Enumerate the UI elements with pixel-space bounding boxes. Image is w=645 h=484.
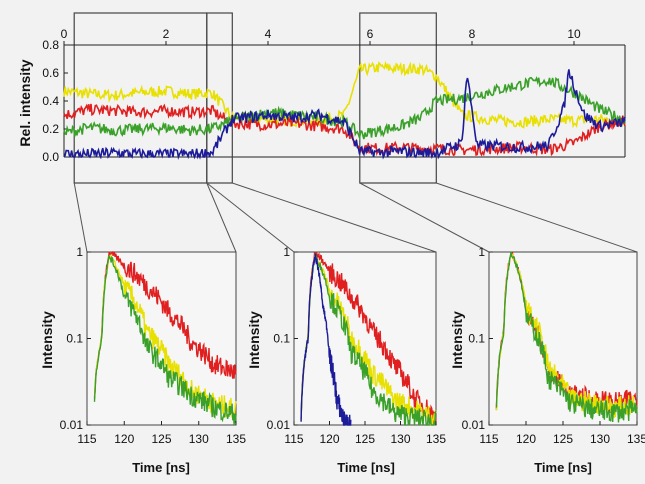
panel2-y-axis-label: Intensity (246, 311, 262, 369)
top-y-tick-label: 0.0 (42, 150, 59, 164)
top-x-tick-label: 6 (367, 27, 374, 41)
panel-y-tick-label: 1 (76, 245, 83, 259)
panel-y-tick-label: 0.01 (462, 418, 486, 432)
panel2-x-axis-label: Time [ns] (337, 460, 395, 475)
panel-x-tick-label: 120 (114, 432, 134, 446)
decay-panel-3: Intensity Time [ns] 115 120 125 130 135 1 0.1 0… (449, 245, 645, 475)
decay-series-3 (93, 255, 237, 426)
panel3-y-axis-label: Intensity (449, 311, 465, 369)
decay-series-3 (495, 251, 638, 423)
zoom-connector-left (206, 182, 295, 253)
panel-x-tick-label: 125 (355, 432, 375, 446)
panel-y-tick-label: 0.1 (273, 332, 290, 346)
panel-x-tick-label: 115 (284, 432, 303, 446)
zoom-connector-left (359, 182, 490, 253)
top-x-tick-label: 0 (61, 27, 68, 41)
decay-series-2 (300, 254, 437, 426)
zoom-connectors (73, 182, 638, 253)
zoom-connector-right (232, 182, 437, 253)
panel-y-tick-label: 1 (283, 245, 290, 259)
decay-panel-1: Intensity Time [ns] 115 120 125 130 135 1 0.1 0… (39, 245, 246, 475)
zoom-connector-right (436, 182, 638, 253)
zoom-connector-right (206, 182, 237, 253)
top-x-tick-label: 2 (163, 27, 170, 41)
top-series-3 (63, 75, 626, 141)
top-y-axis-label: Rel. intensity (17, 59, 33, 146)
decay-series-3 (300, 252, 437, 426)
top-x-tick-label: 4 (265, 27, 272, 41)
panel-x-tick-label: 135 (627, 432, 645, 446)
top-x-tick-label: 10 (567, 27, 581, 41)
panel1-x-axis-label: Time [ns] (132, 460, 190, 475)
panel-x-tick-label: 115 (77, 432, 96, 446)
decay-series-1 (300, 251, 437, 426)
panel-y-tick-label: 1 (478, 245, 485, 259)
panel-x-tick-label: 130 (390, 432, 410, 446)
panel-x-tick-label: 120 (319, 432, 339, 446)
zoom-connector-left (73, 182, 88, 253)
top-y-tick-label: 0.4 (42, 94, 59, 108)
top-series-4 (63, 69, 626, 160)
top-chart: Rel. intensity 0 2 4 6 8 10 0.0 0.2 0.4 0.6 0.8 (17, 12, 626, 184)
panel-y-tick-label: 0.01 (60, 418, 84, 432)
top-y-tick-label: 0.8 (42, 38, 59, 52)
panel-y-tick-label: 0.1 (66, 332, 83, 346)
panel-y-tick-label: 0.1 (468, 332, 485, 346)
top-series-1 (63, 60, 626, 129)
panel-x-tick-label: 125 (151, 432, 171, 446)
panel-x-tick-label: 130 (189, 432, 209, 446)
top-x-tick-label: 8 (469, 27, 476, 41)
panel-x-tick-label: 130 (590, 432, 610, 446)
panel1-y-axis-label: Intensity (39, 311, 55, 369)
panel-x-tick-label: 120 (516, 432, 536, 446)
top-y-tick-label: 0.6 (42, 66, 59, 80)
top-y-tick-label: 0.2 (42, 122, 59, 136)
decay-series-4 (300, 253, 352, 426)
panel-x-tick-label: 135 (426, 432, 446, 446)
decay-panel-2: Intensity Time [ns] 115 120 125 130 135 1 0.1 0… (246, 245, 446, 475)
panel-x-tick-label: 135 (226, 432, 246, 446)
panel-x-tick-label: 115 (479, 432, 498, 446)
panel-x-tick-label: 125 (553, 432, 573, 446)
decay-series-1 (93, 251, 237, 399)
panel-y-tick-label: 0.01 (267, 418, 291, 432)
panel3-x-axis-label: Time [ns] (534, 460, 592, 475)
